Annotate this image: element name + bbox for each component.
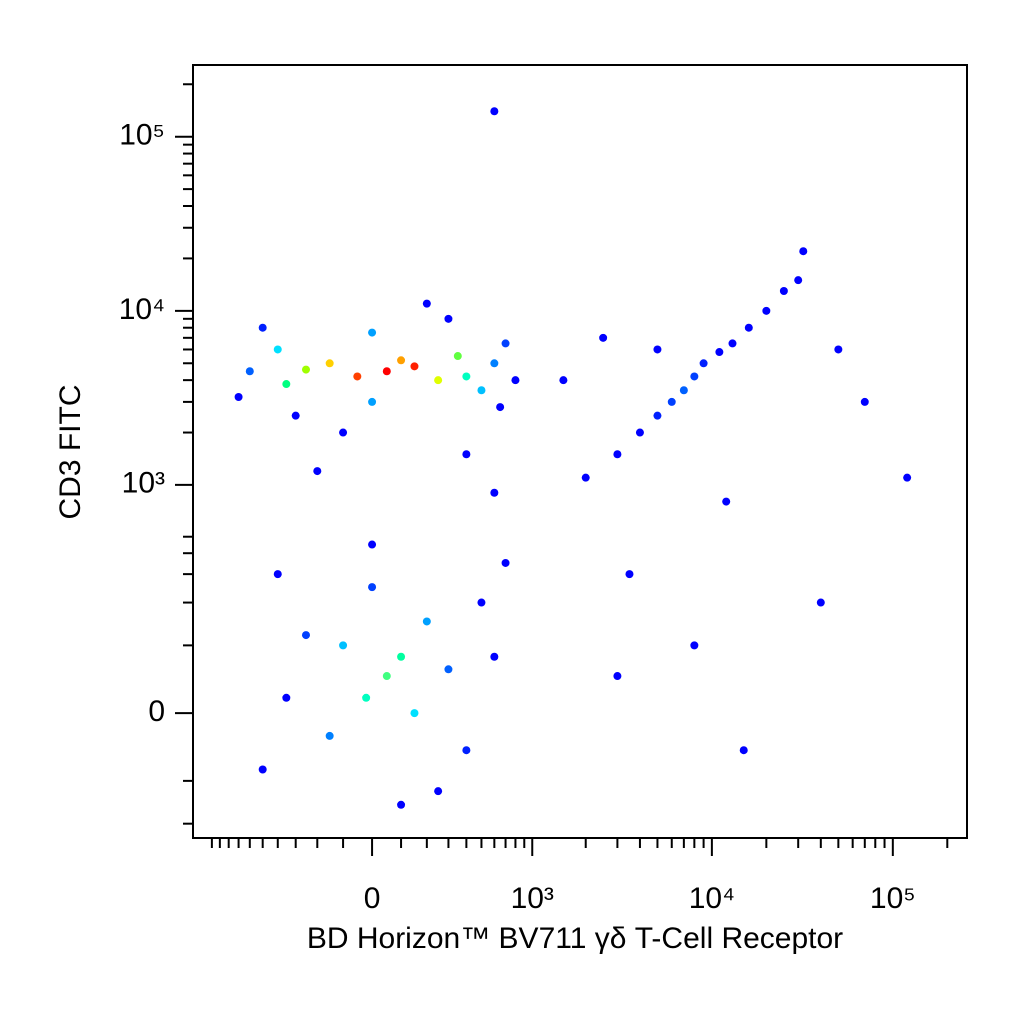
- event-point: [715, 348, 724, 357]
- event-point: [690, 372, 699, 381]
- event-point: [444, 665, 453, 674]
- event-point: [258, 323, 267, 332]
- event-point: [490, 359, 499, 368]
- event-point: [903, 473, 912, 482]
- event-point: [699, 359, 708, 368]
- event-point: [599, 333, 608, 342]
- event-point: [410, 709, 419, 718]
- event-point: [477, 386, 486, 395]
- event-point: [339, 428, 348, 437]
- event-point: [490, 488, 499, 497]
- event-point: [667, 397, 676, 406]
- event-point: [273, 570, 282, 579]
- event-point: [834, 345, 843, 354]
- event-point: [444, 314, 453, 323]
- event-point: [462, 746, 471, 755]
- event-point: [799, 247, 808, 256]
- event-point: [490, 652, 499, 661]
- event-point: [382, 672, 391, 681]
- event-point: [559, 376, 568, 385]
- event-point: [462, 450, 471, 459]
- plot-frame: [192, 64, 968, 839]
- event-point: [613, 672, 622, 681]
- y-tick-label: 10⁴: [119, 293, 165, 326]
- event-point: [397, 356, 406, 365]
- event-point: [245, 367, 254, 376]
- event-point: [653, 411, 662, 420]
- x-axis-title: BD Horizon™ BV711 γδ T-Cell Receptor: [307, 922, 843, 955]
- event-point: [234, 393, 243, 402]
- event-point: [625, 570, 634, 579]
- y-tick-label: 0: [148, 695, 165, 728]
- event-point: [397, 800, 406, 809]
- event-point: [653, 345, 662, 354]
- event-point: [794, 276, 803, 285]
- event-point: [353, 372, 362, 381]
- event-point: [779, 287, 788, 296]
- event-point: [273, 345, 282, 354]
- y-tick-label: 10³: [122, 467, 165, 500]
- event-point: [462, 372, 471, 381]
- event-point: [313, 467, 322, 476]
- x-tick-label: 10⁵: [870, 882, 916, 915]
- event-point: [410, 362, 419, 371]
- event-point: [422, 617, 431, 626]
- event-point: [368, 540, 377, 549]
- event-point: [501, 558, 510, 567]
- event-point: [679, 386, 688, 395]
- event-point: [301, 631, 310, 640]
- event-point: [368, 397, 377, 406]
- event-point: [762, 306, 771, 315]
- y-tick-label: 10⁵: [119, 119, 165, 152]
- event-point: [581, 473, 590, 482]
- y-axis-title: CD3 FITC: [54, 385, 87, 520]
- event-point: [690, 641, 699, 650]
- event-point: [453, 352, 462, 361]
- x-tick-label: 10⁴: [689, 882, 735, 915]
- event-point: [613, 450, 622, 459]
- event-point: [325, 731, 334, 740]
- event-point: [739, 746, 748, 755]
- event-point: [860, 397, 869, 406]
- x-tick-label: 10³: [511, 882, 554, 915]
- event-point: [511, 376, 520, 385]
- event-point: [490, 107, 499, 116]
- event-point: [496, 403, 505, 412]
- event-point: [282, 693, 291, 702]
- event-point: [434, 787, 443, 796]
- event-point: [728, 339, 737, 348]
- event-point: [368, 583, 377, 592]
- event-point: [422, 299, 431, 308]
- event-point: [816, 598, 825, 607]
- event-point: [368, 328, 377, 337]
- event-point: [477, 598, 486, 607]
- event-point: [744, 323, 753, 332]
- event-point: [301, 365, 310, 374]
- x-tick-label: 0: [364, 882, 381, 915]
- event-point: [382, 367, 391, 376]
- event-point: [325, 359, 334, 368]
- event-point: [282, 380, 291, 389]
- event-point: [434, 376, 443, 385]
- event-point: [362, 693, 371, 702]
- event-point: [258, 765, 267, 774]
- event-point: [635, 428, 644, 437]
- event-point: [397, 652, 406, 661]
- event-point: [291, 411, 300, 420]
- event-point: [339, 641, 348, 650]
- event-point: [722, 497, 731, 506]
- event-point: [501, 339, 510, 348]
